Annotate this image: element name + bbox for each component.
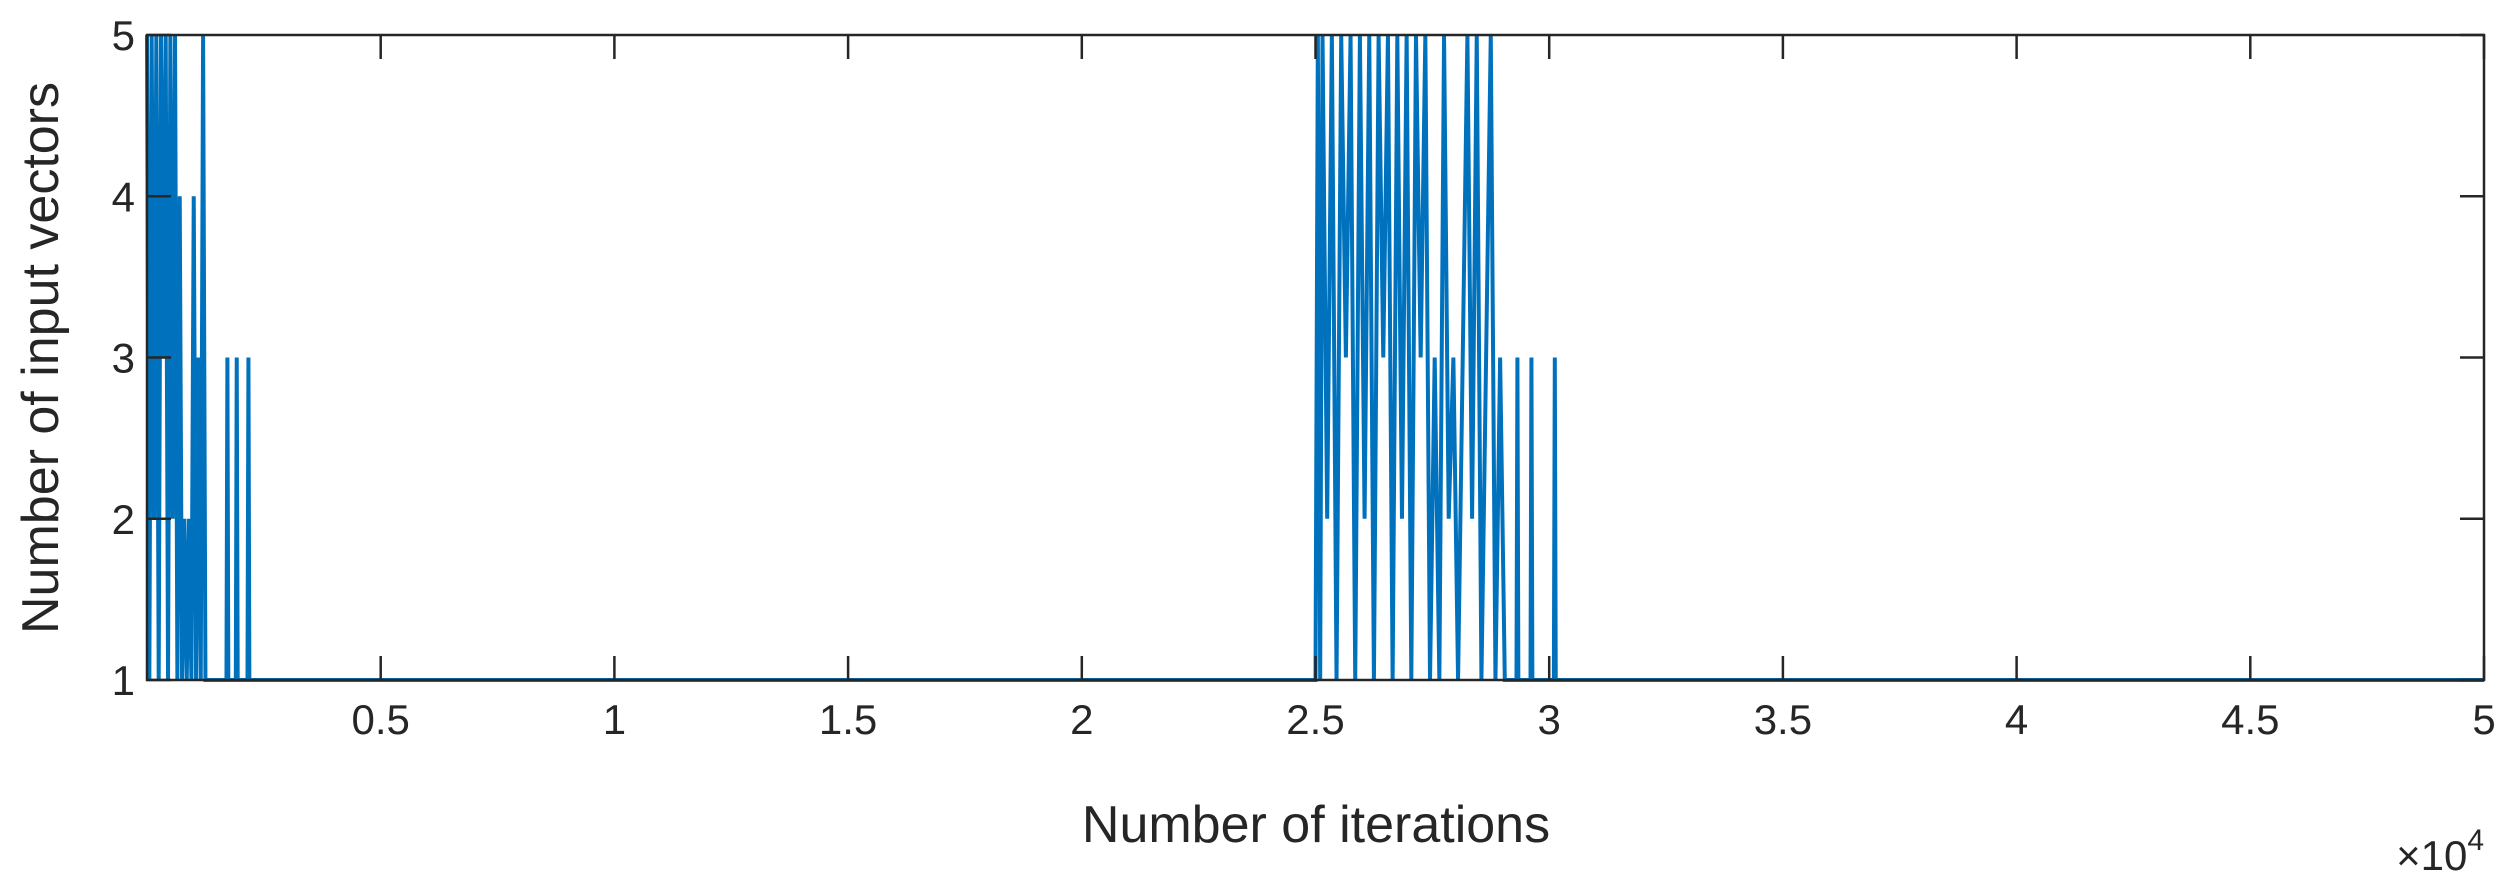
x-tick-label: 4.5	[2221, 696, 2279, 743]
x-exponent: ×104	[2396, 824, 2484, 879]
y-tick-label: 2	[112, 496, 135, 543]
x-axis-label: Number of iterations	[1082, 796, 1550, 854]
x-tick-label: 4	[2005, 696, 2028, 743]
x-exponent-base: ×10	[2396, 832, 2467, 879]
y-tick-label: 5	[112, 12, 135, 59]
x-exponent-power: 4	[2467, 824, 2484, 857]
data-line	[145, 34, 2484, 682]
y-tick-label: 3	[112, 335, 135, 382]
x-tick-label: 3.5	[1754, 696, 1812, 743]
y-tick-label: 4	[112, 173, 135, 220]
y-tick-label: 1	[112, 657, 135, 704]
x-tick-label: 0.5	[352, 696, 410, 743]
x-tick-label: 5	[2472, 696, 2495, 743]
y-axis-label: Number of input vectors	[12, 82, 70, 634]
x-tick-label: 1	[603, 696, 626, 743]
x-tick-label: 1.5	[819, 696, 877, 743]
x-tick-label: 2.5	[1286, 696, 1344, 743]
x-tick-label: 3	[1538, 696, 1561, 743]
x-tick-label: 2	[1070, 696, 1093, 743]
